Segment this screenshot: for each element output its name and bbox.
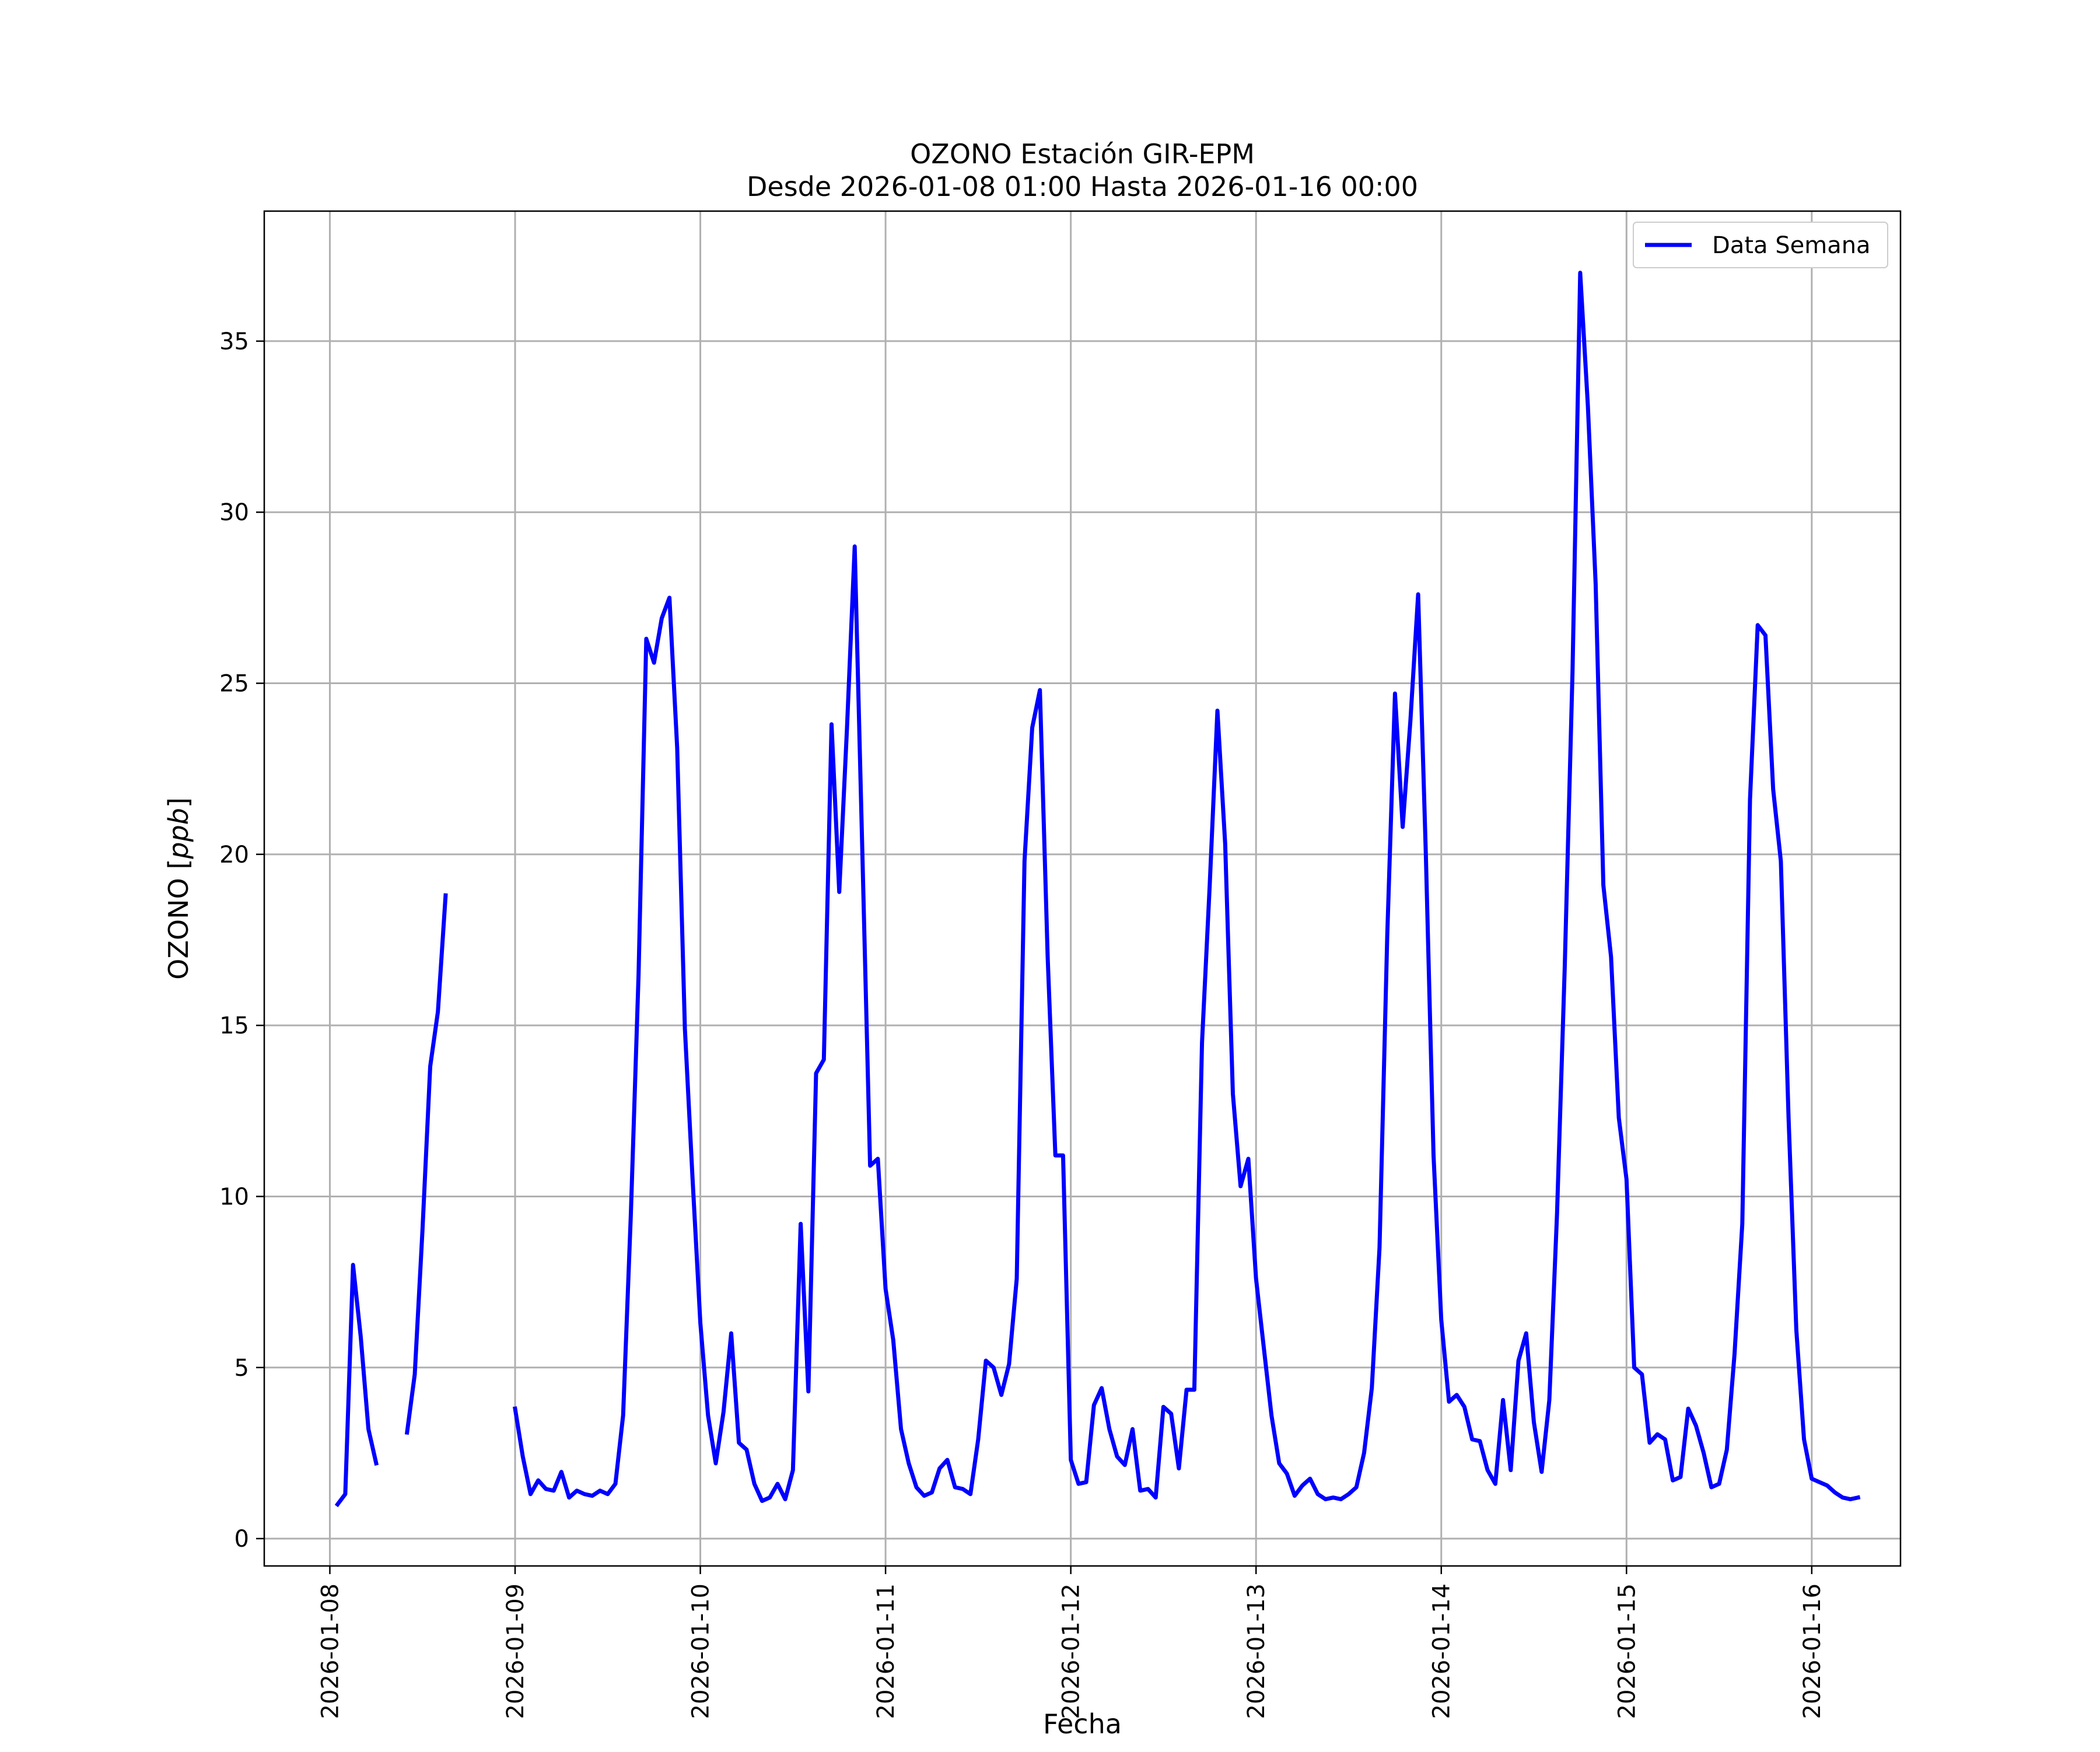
y-tick-label: 25 — [219, 671, 249, 698]
data-line-layer — [334, 271, 1861, 1508]
y-tick-label: 15 — [219, 1012, 249, 1039]
x-tick-label: 2026-01-16 — [1799, 1583, 1826, 1719]
series-line-segment — [334, 1263, 379, 1508]
chart-title: OZONO Estación GIR-EPM — [910, 138, 1255, 170]
plot-frame — [263, 210, 1902, 1567]
series-line-segment — [512, 271, 1861, 1503]
axis-ticks: 0 5 10 15 20 25 30 35 2026-01-08 2026-01-09 2026-0… — [219, 328, 1826, 1719]
x-tick-label: 2026-01-13 — [1243, 1583, 1270, 1719]
y-tick-label: 10 — [219, 1183, 249, 1210]
x-tick-label: 2026-01-10 — [688, 1583, 715, 1719]
x-tick-label: 2026-01-15 — [1614, 1583, 1640, 1719]
y-tick-label: 0 — [235, 1526, 249, 1553]
y-tick-label: 35 — [219, 328, 249, 355]
x-tick-label: 2026-01-08 — [317, 1583, 344, 1719]
y-tick-label: 5 — [235, 1355, 249, 1382]
legend-box — [1633, 222, 1888, 268]
x-tick-label: 2026-01-09 — [502, 1583, 529, 1719]
y-axis-label: OZONO [ppb] — [163, 797, 194, 980]
x-tick-label: 2026-01-11 — [873, 1583, 900, 1719]
series-line-segment — [404, 893, 448, 1435]
x-tick-label: 2026-01-14 — [1429, 1583, 1455, 1719]
y-tick-label: 20 — [219, 842, 249, 868]
x-axis-label: Fecha — [1043, 1708, 1122, 1740]
x-tick-label: 2026-01-12 — [1058, 1583, 1085, 1719]
chart-subtitle: Desde 2026-01-08 01:00 Hasta 2026-01-16 … — [747, 171, 1418, 202]
legend: Data Semana — [1633, 222, 1888, 268]
y-tick-label: 30 — [219, 499, 249, 526]
legend-label: Data Semana — [1712, 232, 1871, 259]
